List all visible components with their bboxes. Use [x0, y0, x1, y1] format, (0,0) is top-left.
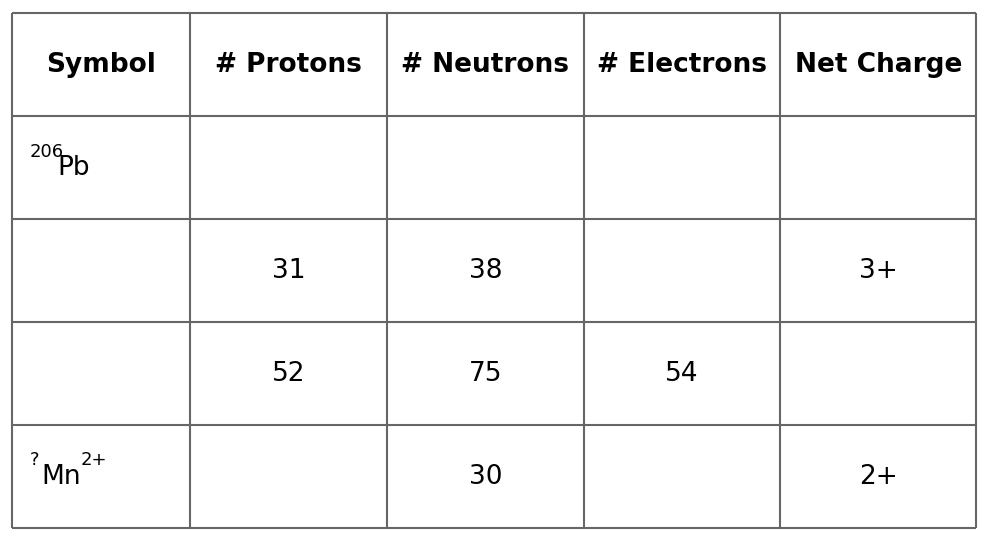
Text: Symbol: Symbol — [46, 52, 156, 78]
Text: ?: ? — [30, 451, 40, 470]
Text: # Protons: # Protons — [215, 52, 362, 78]
Text: 75: 75 — [468, 361, 502, 386]
Text: 2+: 2+ — [81, 451, 108, 470]
Text: 2+: 2+ — [859, 464, 898, 489]
Text: 30: 30 — [468, 464, 502, 489]
Text: # Neutrons: # Neutrons — [401, 52, 569, 78]
Text: Pb: Pb — [57, 155, 90, 181]
Text: # Electrons: # Electrons — [597, 52, 767, 78]
Text: 38: 38 — [468, 258, 502, 284]
Text: 52: 52 — [272, 361, 305, 386]
Text: Mn: Mn — [41, 464, 81, 489]
Text: 206: 206 — [30, 143, 64, 161]
Text: 3+: 3+ — [859, 258, 898, 284]
Text: 31: 31 — [272, 258, 305, 284]
Text: 54: 54 — [665, 361, 699, 386]
Text: Net Charge: Net Charge — [794, 52, 962, 78]
